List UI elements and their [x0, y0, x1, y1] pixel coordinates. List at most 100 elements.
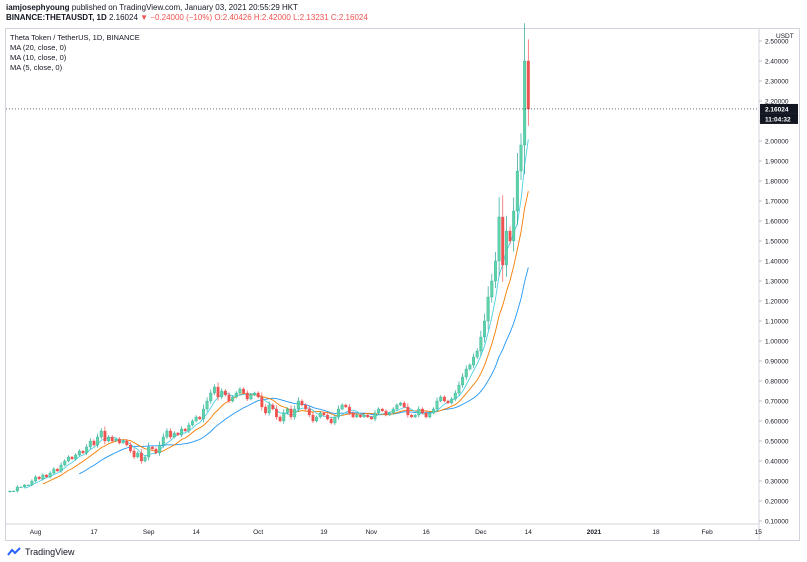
x-tick-label: Feb [702, 529, 714, 536]
candle-body [26, 484, 30, 486]
candle-body [377, 408, 381, 414]
candle-body [504, 230, 508, 266]
y-tick-label: 2.00000 [765, 138, 789, 145]
candle-body [413, 414, 417, 418]
candle-body [486, 296, 490, 322]
candle-body [271, 404, 275, 410]
legend-ma5[interactable]: MA (5, close, 0) [10, 63, 63, 72]
candle-body [74, 454, 78, 460]
candle-body [380, 408, 384, 412]
candle-body [395, 404, 399, 410]
publish-text: published on TradingView.com, January 03… [71, 3, 299, 12]
candle-body [234, 392, 238, 398]
candle-body [497, 216, 501, 262]
x-tick-label: Nov [366, 529, 378, 536]
candle-body [216, 386, 220, 398]
candle-body [99, 430, 103, 438]
y-tick-label: 0.90000 [765, 358, 789, 365]
candle-body [420, 408, 424, 414]
last-price-badge [760, 103, 798, 114]
footer-brand[interactable]: TradingView [25, 547, 75, 557]
countdown-label: 11:04:32 [765, 116, 791, 123]
x-tick-label: Aug [30, 529, 42, 536]
candle-body [212, 386, 216, 394]
y-tick-label: 2.40000 [765, 58, 789, 65]
candle-body [311, 414, 315, 422]
candle-body [366, 414, 370, 418]
candle-body [88, 440, 92, 448]
legend-ma10[interactable]: MA (10, close, 0) [10, 53, 67, 62]
y-tick-label: 1.60000 [765, 218, 789, 225]
x-tick-label: 14 [525, 529, 533, 536]
candle-body [220, 390, 224, 398]
x-tick-label: Oct [253, 529, 263, 536]
candle-body [406, 406, 410, 416]
candle-body [340, 404, 344, 410]
candle-body [322, 412, 326, 416]
candle-body [399, 402, 402, 406]
candle-body [180, 428, 183, 436]
candle-body [150, 446, 154, 450]
candle-body [249, 394, 253, 400]
candle-body [121, 440, 125, 444]
author-name[interactable]: iamjosephyoung [6, 3, 70, 12]
candle-body [107, 436, 110, 442]
candle-body [172, 432, 176, 438]
candle-body [362, 414, 366, 418]
candle-body [63, 460, 67, 466]
candle-body [369, 416, 373, 420]
candle-body [329, 418, 333, 424]
candle-body [457, 384, 461, 394]
y-tick-label: 0.10000 [765, 518, 789, 525]
y-tick-label: 0.30000 [765, 478, 789, 485]
candle-body [125, 440, 129, 446]
y-tick-label: 0.70000 [765, 398, 789, 405]
candle-body [446, 400, 450, 404]
candle-body [282, 412, 286, 422]
x-tick-label: Dec [475, 529, 487, 536]
candle-body [464, 368, 468, 378]
symbol-label: BINANCE:THETAUSDT, 1D [6, 13, 107, 22]
y-tick-label: 1.50000 [765, 238, 789, 245]
candle-body [326, 414, 329, 420]
candle-body [128, 444, 132, 452]
candle-body [347, 406, 351, 414]
candle-body [424, 412, 428, 418]
candle-body [56, 468, 59, 472]
footer: TradingView [7, 545, 75, 559]
tradingview-logo-icon[interactable] [7, 547, 21, 557]
candle-body [515, 170, 519, 212]
candle-body [315, 416, 319, 422]
y-tick-label: 1.40000 [765, 258, 789, 265]
candle-body [318, 412, 322, 418]
candle-body [435, 400, 439, 410]
ma10-line [42, 191, 529, 485]
candle-body [176, 432, 180, 436]
candle-body [402, 402, 406, 408]
candle-body [512, 210, 516, 242]
candle-body [110, 436, 114, 442]
candle-body [96, 436, 100, 446]
candle-body [191, 420, 194, 426]
candle-body [450, 398, 454, 404]
candle-body [490, 280, 494, 298]
x-tick-label: 19 [320, 529, 328, 536]
candle-body [209, 392, 213, 402]
candle-body [479, 336, 483, 352]
candle-body [285, 408, 289, 414]
candle-body [19, 486, 23, 488]
candle-body [70, 456, 74, 460]
y-tick-label: 1.70000 [765, 198, 789, 205]
candle-body [66, 456, 70, 462]
candle-body [278, 416, 282, 422]
candle-body [431, 408, 435, 414]
candle-body [483, 320, 486, 338]
candle-body [493, 260, 497, 282]
candle-body [245, 392, 249, 400]
x-tick-label: 14 [193, 529, 201, 536]
currency-label: USDT [776, 33, 794, 40]
ohlc-values: O:2.40426 H:2.42000 L:2.13231 C:2.16024 [214, 13, 368, 22]
legend-ma20[interactable]: MA (20, close, 0) [10, 43, 67, 52]
candle-body [461, 376, 465, 386]
